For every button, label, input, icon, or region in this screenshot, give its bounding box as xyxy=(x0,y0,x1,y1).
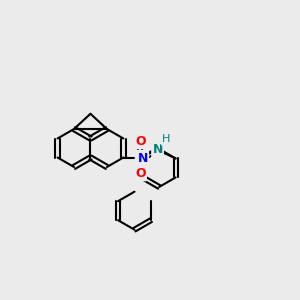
Text: O: O xyxy=(135,135,146,148)
Text: S: S xyxy=(136,151,145,164)
Text: H: H xyxy=(162,134,170,145)
Text: O: O xyxy=(135,167,146,180)
Text: N: N xyxy=(152,143,163,156)
Text: N: N xyxy=(137,152,148,165)
